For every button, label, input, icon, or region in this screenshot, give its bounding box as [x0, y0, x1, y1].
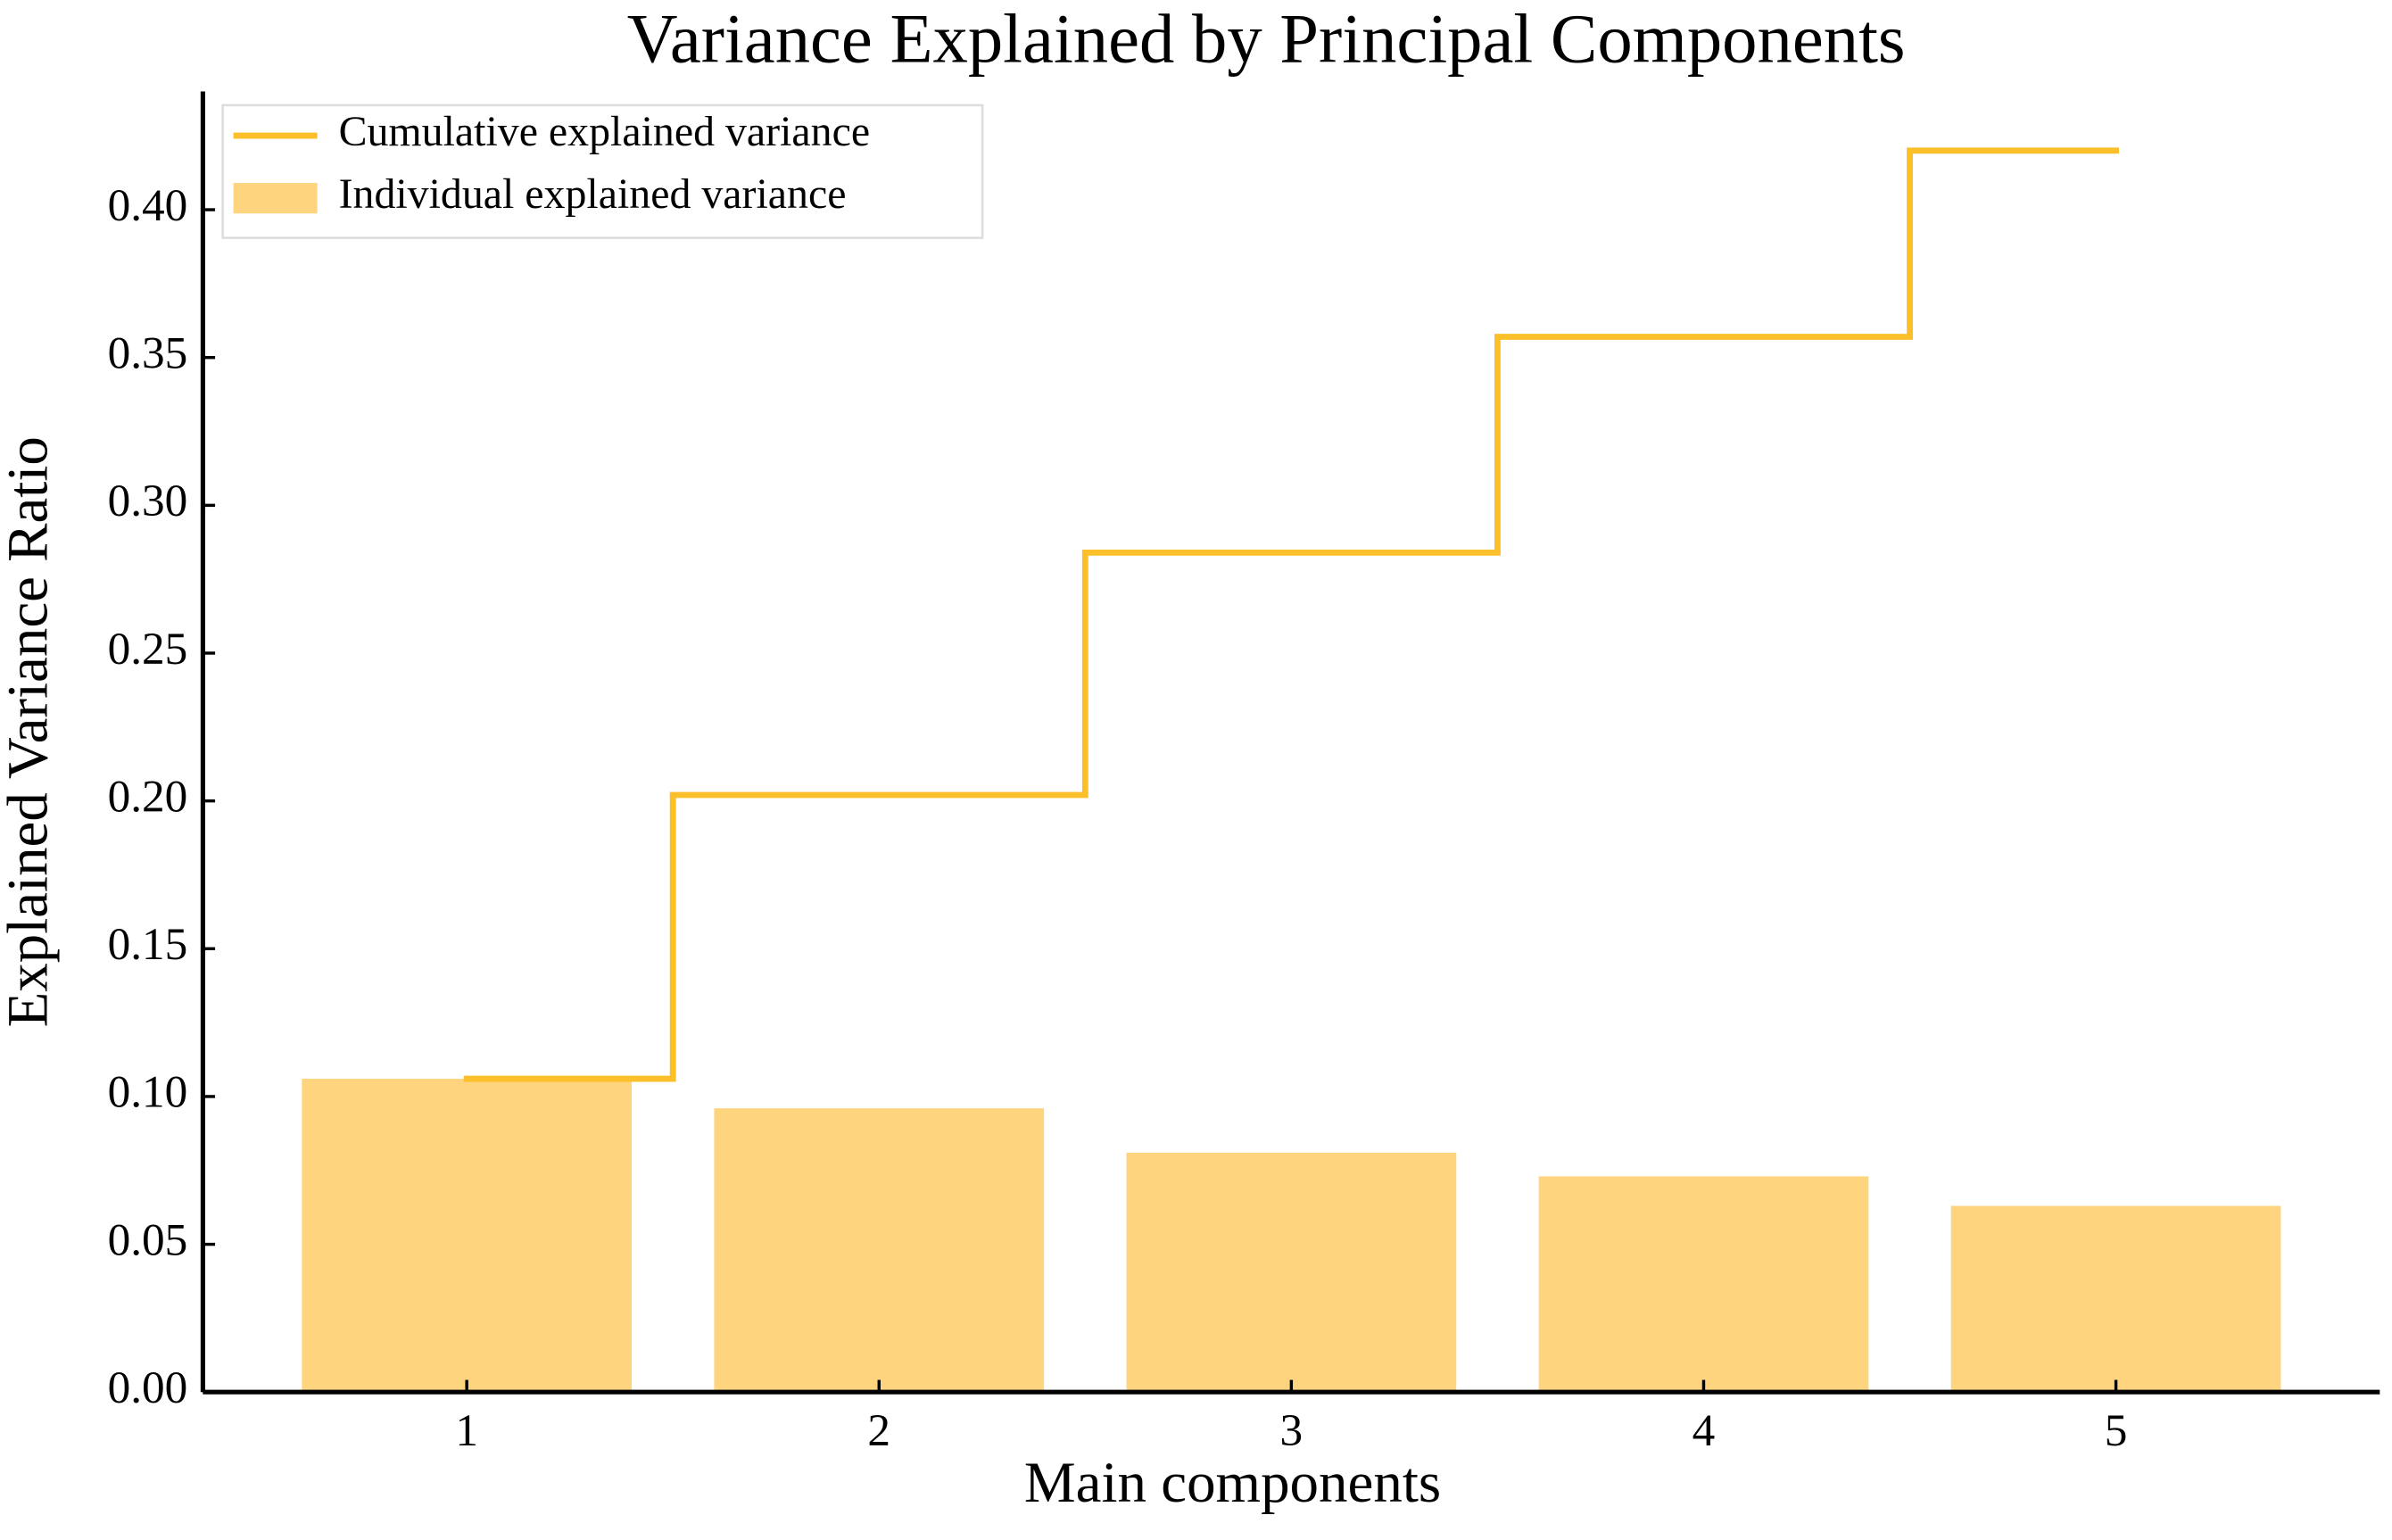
- bar: [1950, 1205, 2281, 1393]
- y-tick-label: 0.25: [108, 624, 188, 675]
- legend-label: Individual explained variance: [339, 170, 847, 218]
- y-axis-label: Explained Variance Ratio: [0, 436, 61, 1027]
- chart-title: Variance Explained by Principal Componen…: [627, 0, 1906, 78]
- x-tick-label: 2: [867, 1405, 890, 1456]
- x-tick-label: 1: [455, 1405, 478, 1456]
- y-tick-label: 0.20: [108, 771, 188, 822]
- x-tick-label: 4: [1693, 1405, 1716, 1456]
- bar: [1538, 1176, 1869, 1393]
- x-tick-label: 5: [2105, 1405, 2128, 1456]
- y-tick-label: 0.30: [108, 476, 188, 526]
- y-tick-label: 0.15: [108, 919, 188, 970]
- legend-label: Cumulative explained variance: [339, 108, 871, 155]
- y-tick-label: 0.35: [108, 327, 188, 378]
- y-tick-label: 0.40: [108, 180, 188, 231]
- y-tick-label: 0.05: [108, 1214, 188, 1265]
- x-tick-label: 3: [1280, 1405, 1304, 1456]
- legend-box: [221, 103, 984, 239]
- bar: [1126, 1152, 1457, 1393]
- x-axis-label: Main components: [1024, 1451, 1441, 1515]
- y-tick-label: 0.00: [108, 1362, 188, 1413]
- bar: [714, 1108, 1045, 1393]
- y-tick-label: 0.10: [108, 1067, 188, 1118]
- legend-swatch: [233, 183, 318, 214]
- bar: [302, 1079, 632, 1393]
